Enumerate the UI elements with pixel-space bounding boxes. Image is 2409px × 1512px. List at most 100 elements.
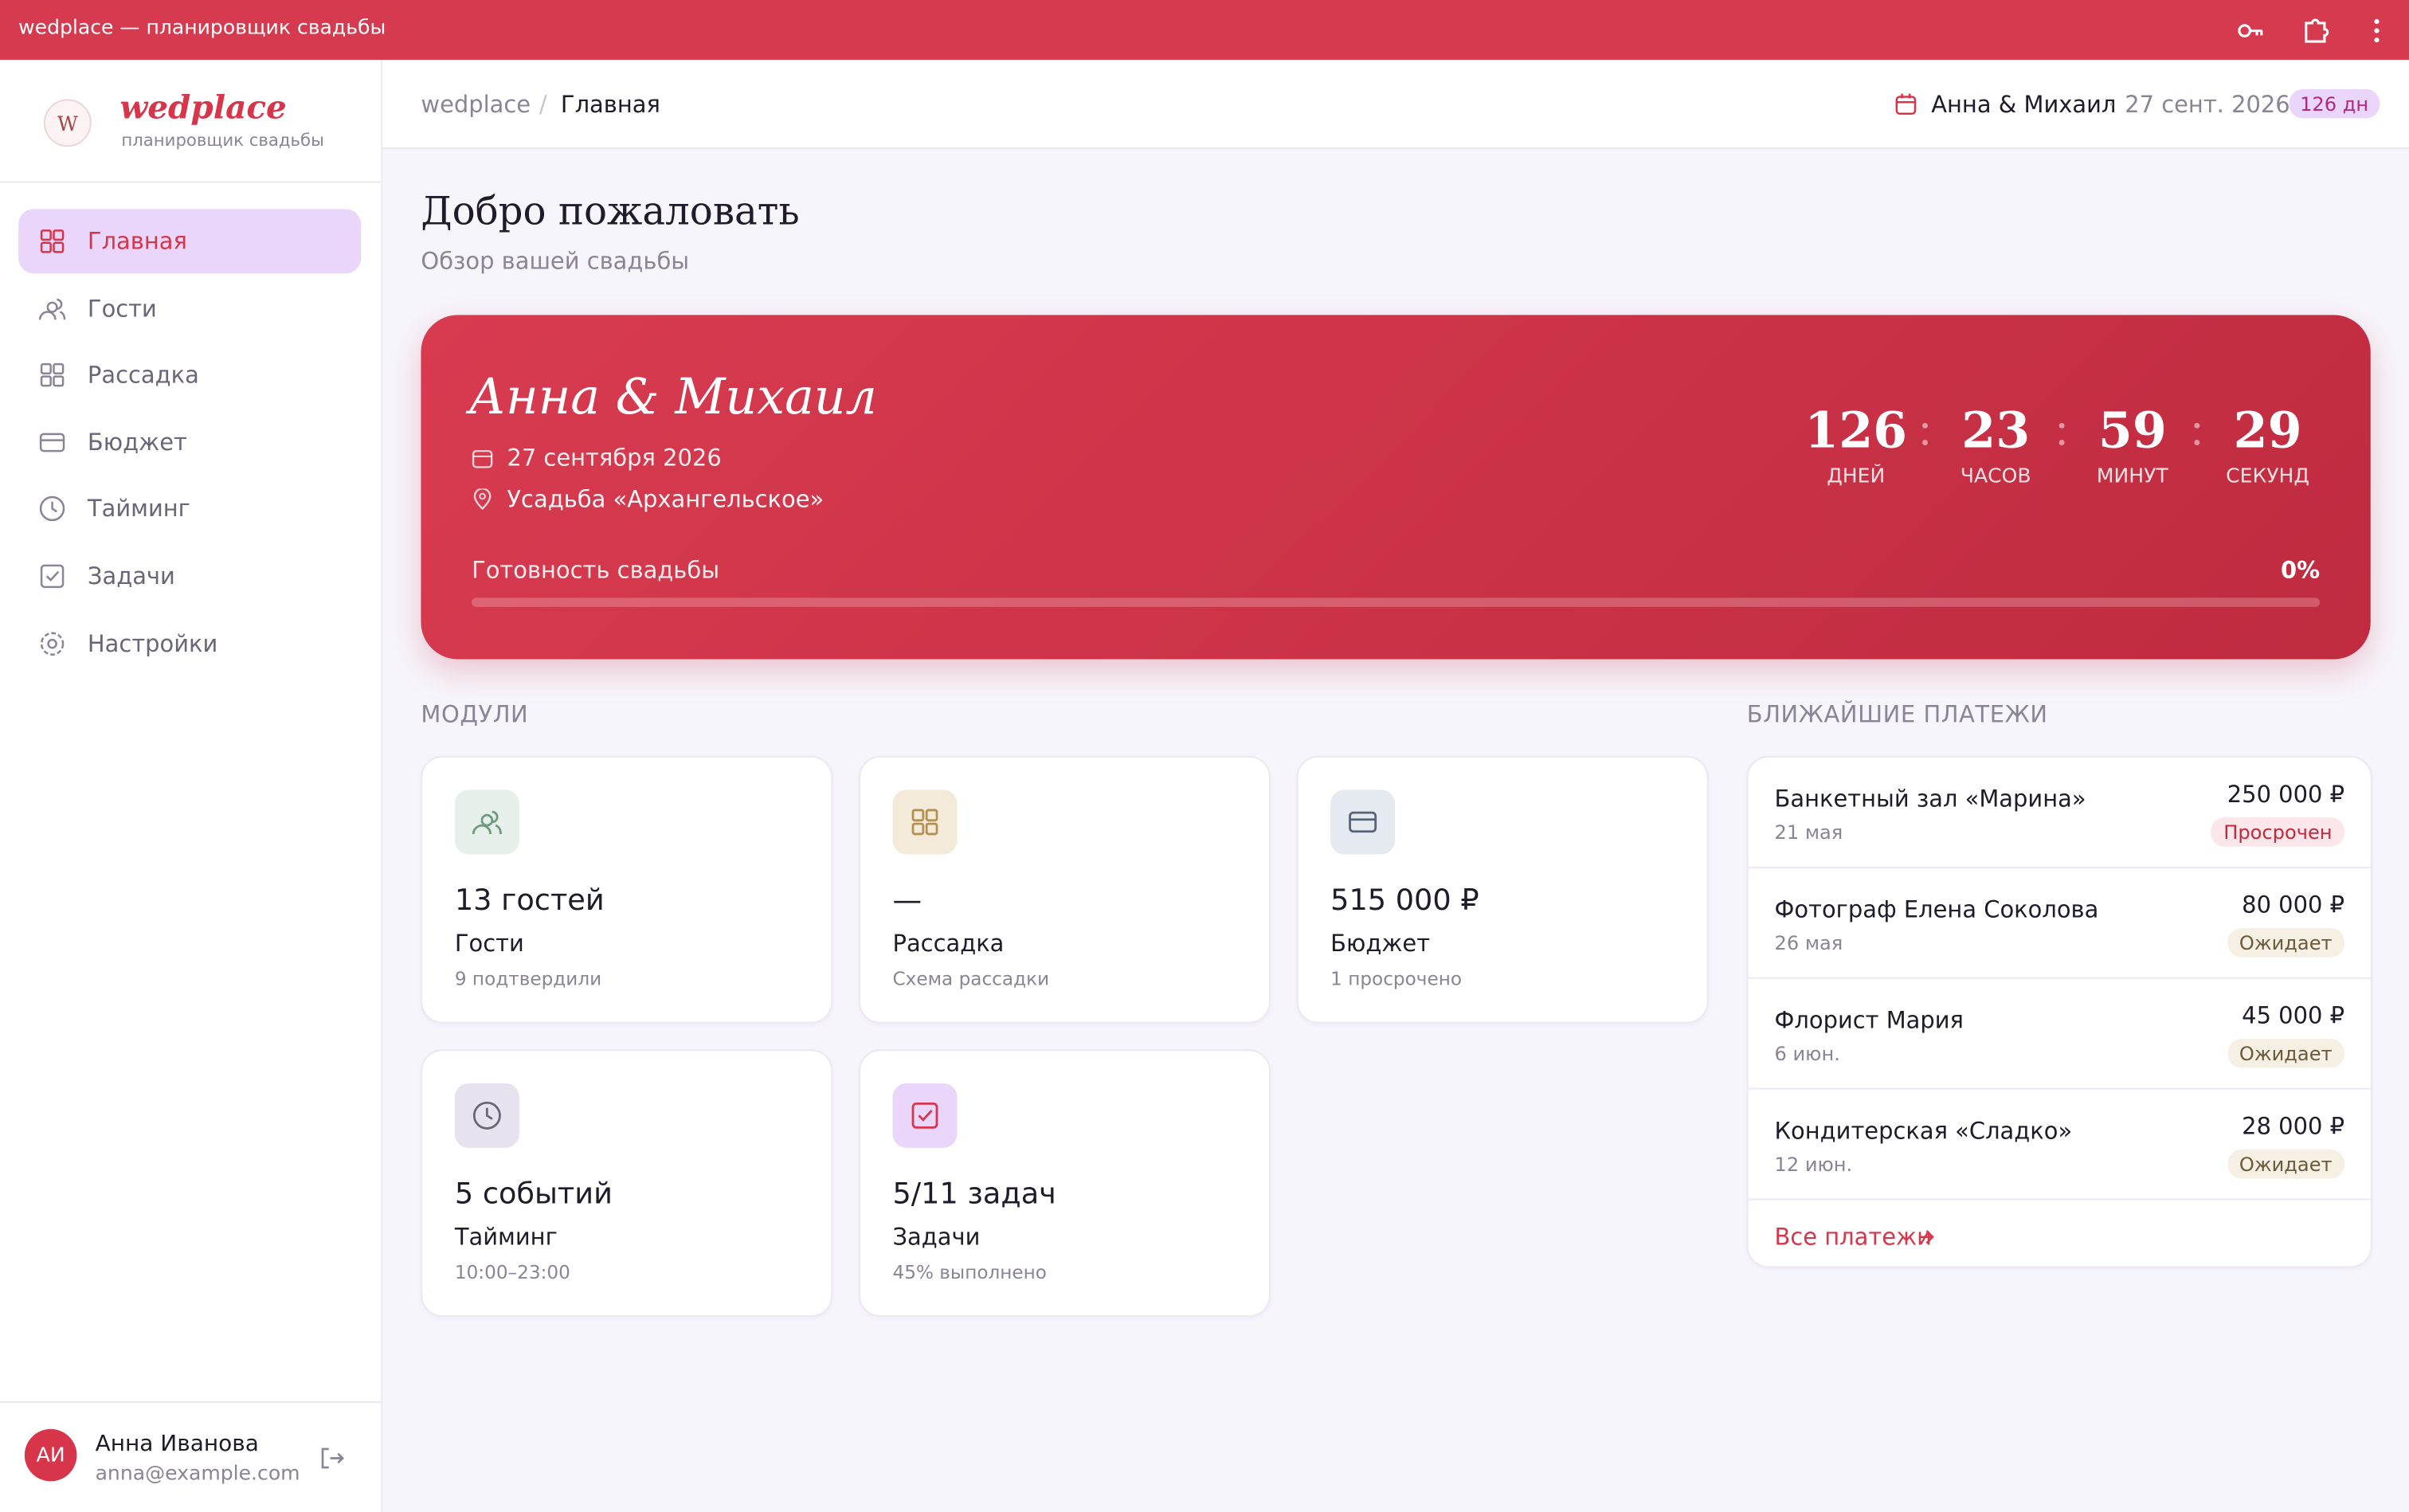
module-card[interactable]: 5/11 задач Задачи 45% выполнено bbox=[859, 1049, 1271, 1318]
countdown-unit: 23 ЧАСОВ bbox=[1934, 401, 2057, 488]
icon bbox=[472, 1101, 501, 1130]
module-note: 10:00–23:00 bbox=[454, 1261, 570, 1283]
nav-icon bbox=[39, 433, 65, 452]
nav-icon bbox=[40, 631, 65, 656]
nav-item[interactable]: Гости bbox=[18, 276, 361, 340]
days-badge: 126 дн bbox=[2289, 88, 2380, 119]
nav-icon bbox=[39, 496, 65, 522]
nav-item[interactable]: Тайминг bbox=[18, 477, 361, 542]
breadcrumb-root[interactable]: wedplace bbox=[421, 90, 531, 119]
header-date: 27 сент. 2026 bbox=[2125, 90, 2290, 119]
nav-label: Главная bbox=[87, 227, 187, 256]
module-name: Рассадка bbox=[892, 929, 1005, 958]
module-name: Гости bbox=[454, 929, 524, 958]
module-icon bbox=[454, 1083, 519, 1148]
payment-row[interactable]: Банкетный зал «Марина» 21 мая 250 000 ₽ Про… bbox=[1748, 758, 2371, 868]
module-card[interactable]: — Рассадка Схема рассадки bbox=[859, 755, 1271, 1024]
calendar-icon bbox=[472, 449, 493, 468]
countdown-separator bbox=[2194, 422, 2200, 445]
divider bbox=[0, 181, 382, 183]
nav-label: Тайминг bbox=[87, 495, 190, 523]
nav-icon bbox=[40, 564, 65, 589]
progress-value: 0% bbox=[2281, 556, 2321, 584]
nav-label: Задачи bbox=[87, 562, 175, 590]
user-name: Анна Иванова bbox=[95, 1432, 259, 1457]
icon bbox=[911, 809, 938, 836]
hero-names: Анна & Михаил bbox=[468, 366, 877, 426]
payments-card: Банкетный зал «Марина» 21 мая 250 000 ₽ Про… bbox=[1746, 755, 2372, 1268]
icon bbox=[1349, 811, 1377, 833]
header: wedplace / Главная Анна & Михаил · 27 се… bbox=[382, 60, 2409, 150]
module-card[interactable]: 13 гостей Гости 9 подтвердили bbox=[421, 755, 833, 1024]
payment-row[interactable]: Флорист Мария 6 июн. 45 000 ₽ Ожидает bbox=[1748, 979, 2371, 1090]
countdown-value: 29 bbox=[2233, 401, 2302, 460]
payment-status: Ожидает bbox=[2227, 1038, 2344, 1068]
countdown-value: 59 bbox=[2098, 401, 2167, 460]
nav-item[interactable]: Задачи bbox=[18, 544, 361, 609]
logo-subtitle: планировщик свадьбы bbox=[121, 130, 324, 151]
payment-date: 26 мая bbox=[1774, 930, 1843, 954]
user-email: anna@example.com bbox=[95, 1463, 300, 1487]
hero-date: 27 сентября 2026 bbox=[507, 444, 722, 472]
payment-amount: 250 000 ₽ bbox=[2227, 780, 2344, 809]
payment-amount: 28 000 ₽ bbox=[2242, 1112, 2344, 1141]
main: wedplace / Главная Анна & Михаил · 27 се… bbox=[382, 60, 2409, 1512]
logo: wedplace bbox=[119, 87, 287, 127]
countdown-unit: 29 СЕКУНД bbox=[2206, 401, 2329, 488]
payment-name: Банкетный зал «Марина» bbox=[1774, 785, 2086, 813]
nav-item[interactable]: Главная bbox=[18, 209, 362, 274]
payments-title: БЛИЖАЙШИЕ ПЛАТЕЖИ bbox=[1746, 700, 2048, 729]
payment-name: Фотограф Елена Соколова bbox=[1774, 895, 2099, 924]
extensions-icon[interactable] bbox=[2301, 15, 2329, 43]
payment-date: 12 июн. bbox=[1774, 1152, 1853, 1176]
payment-name: Флорист Мария bbox=[1774, 1006, 1964, 1035]
all-payments-link[interactable]: Все платежи bbox=[1774, 1223, 1932, 1252]
nav-item[interactable]: Настройки bbox=[18, 611, 361, 676]
payment-date: 21 мая bbox=[1774, 821, 1843, 844]
menu-icon[interactable] bbox=[2371, 17, 2383, 45]
nav-icon bbox=[40, 229, 65, 253]
progress-label: Готовность свадьбы bbox=[472, 556, 720, 584]
module-value: 13 гостей bbox=[454, 883, 605, 918]
avatar: АИ bbox=[24, 1428, 77, 1482]
countdown-value: 126 bbox=[1804, 401, 1908, 460]
svg-text:W: W bbox=[57, 112, 78, 135]
calendar-icon bbox=[1895, 93, 1917, 115]
module-name: Бюджет bbox=[1330, 929, 1431, 958]
payment-row[interactable]: Фотограф Елена Соколова 26 мая 80 000 ₽ Ожи… bbox=[1748, 868, 2371, 979]
header-couple: Анна & Михаил bbox=[1931, 90, 2117, 119]
module-value: 515 000 ₽ bbox=[1330, 883, 1479, 918]
pin-icon bbox=[473, 488, 492, 511]
module-value: — bbox=[892, 883, 922, 918]
module-icon bbox=[454, 789, 519, 855]
module-name: Задачи bbox=[892, 1223, 981, 1252]
hero-card: Анна & Михаил 27 сентября 2026 Усадьба «… bbox=[421, 315, 2371, 660]
module-note: 45% выполнено bbox=[892, 1261, 1047, 1283]
module-note: 9 подтвердили bbox=[454, 968, 602, 990]
countdown-value: 23 bbox=[1961, 401, 2031, 460]
payment-row[interactable]: Кондитерская «Сладко» 12 июн. 28 000 ₽ Ожид… bbox=[1748, 1090, 2371, 1201]
nav-label: Рассадка bbox=[87, 361, 199, 390]
nav-label: Бюджет bbox=[87, 428, 187, 456]
nav-item[interactable]: Бюджет bbox=[18, 410, 361, 475]
icon: Банкетный зал «Марина» 21 мая 250 000 ₽ Про… bbox=[1748, 758, 2371, 1201]
payments-footer: Все платежи bbox=[1749, 1200, 2371, 1266]
countdown-separator bbox=[2058, 422, 2065, 445]
dot: · bbox=[2107, 90, 2116, 119]
module-card[interactable]: 515 000 ₽ Бюджет 1 просрочено bbox=[1296, 755, 1709, 1024]
arrow-icon bbox=[1918, 1230, 1934, 1244]
key-icon[interactable] bbox=[2237, 18, 2265, 43]
page-subtitle: Обзор вашей свадьбы bbox=[421, 247, 690, 276]
module-icon bbox=[892, 1083, 958, 1148]
nav-item[interactable]: Рассадка bbox=[18, 343, 361, 407]
module-name: Тайминг bbox=[454, 1223, 558, 1252]
logo-mark: W bbox=[43, 99, 92, 147]
countdown-unit: 126 ДНЕЙ bbox=[1795, 401, 1917, 488]
hero-venue: Усадьба «Архангельское» bbox=[507, 485, 825, 514]
logout-button[interactable] bbox=[319, 1446, 344, 1471]
breadcrumb-current: Главная bbox=[560, 90, 660, 119]
payment-status: Ожидает bbox=[2227, 928, 2344, 958]
module-card[interactable]: 5 событий Тайминг 10:00–23:00 bbox=[421, 1049, 833, 1318]
